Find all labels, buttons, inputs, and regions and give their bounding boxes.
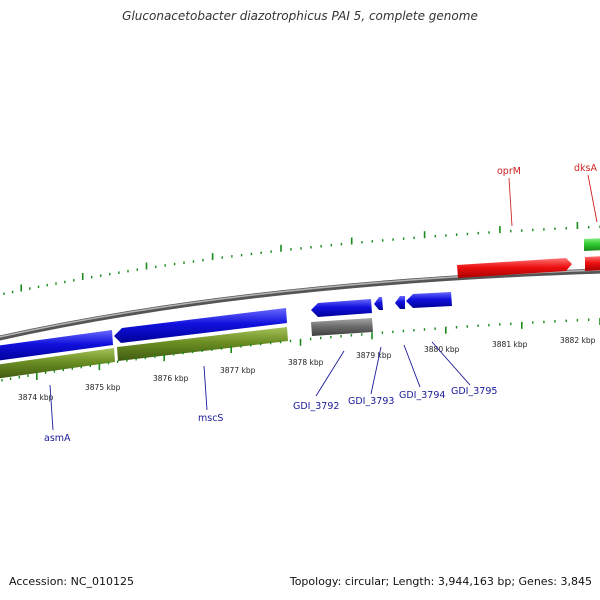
gene-labels: oprM dksA asmA mscS GDI_3792 GDI_3793 GD… [44,163,597,444]
mscS-gene [117,327,288,361]
gene-label-GDI_3794: GDI_3794 [399,390,445,401]
reverse-cds-left [0,330,113,361]
genome-backbone [0,268,600,341]
dksA-feature [584,238,600,251]
gene-label-mscS: mscS [198,413,223,424]
genome-summary-text: Topology: circular; Length: 3,944,163 bp… [289,575,592,588]
forward-feature-red-2 [585,256,600,271]
mscS-cds [114,308,287,343]
scale-label-3882: 3882 kbp [560,336,596,345]
genome-backbone-highlight [0,269,600,338]
scale-label-3877: 3877 kbp [220,366,256,375]
gene-label-asmA: asmA [44,433,71,444]
label-leaders [49,174,598,431]
forward-strand-ticks [3,222,600,295]
scale-labels: 3874 kbp 3875 kbp 3876 kbp 3877 kbp 3878… [18,336,596,402]
GDI_3795-cds [406,292,452,308]
gene-label-GDI_3795: GDI_3795 [451,386,497,397]
GDI_3793-cds [374,297,383,310]
GDI_3794-cds [395,296,405,309]
gene-label-GDI_3793: GDI_3793 [348,396,394,407]
scale-label-3875: 3875 kbp [85,383,121,392]
map-title: Gluconacetobacter diazotrophicus PAI 5, … [122,9,478,23]
GDI_3792-cds [311,299,372,317]
gene-label-oprM: oprM [497,166,521,177]
scale-label-3874: 3874 kbp [18,393,54,402]
scale-label-3878: 3878 kbp [288,358,324,367]
GDI_3792-gene [311,318,373,336]
scale-label-3879: 3879 kbp [356,351,392,360]
gene-label-dksA: dksA [574,163,597,174]
asmA-gene [0,348,115,379]
scale-label-3881: 3881 kbp [492,340,528,349]
gene-label-GDI_3792: GDI_3792 [293,401,339,412]
scale-label-3880: 3880 kbp [424,345,460,354]
oprM-feature [457,258,572,278]
reverse-strand-ticks [1,318,600,382]
accession-text: Accession: NC_010125 [9,575,135,588]
scale-label-3876: 3876 kbp [153,374,189,383]
